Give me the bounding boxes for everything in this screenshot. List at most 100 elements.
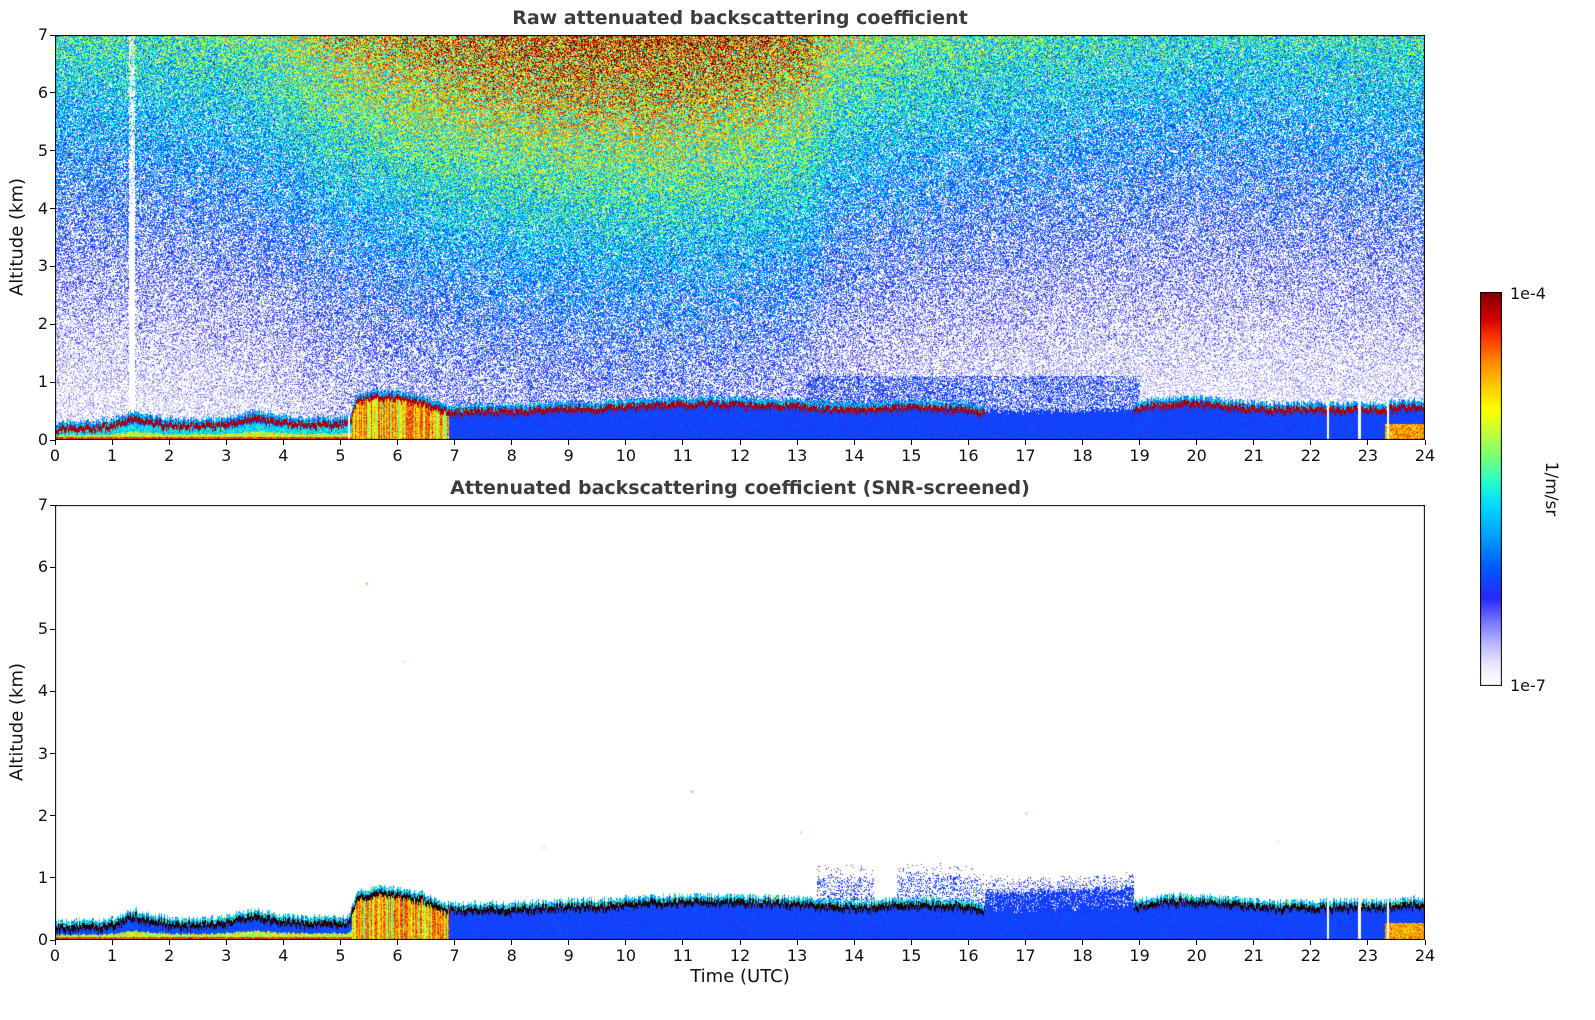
x-tick-label: 23 (1357, 446, 1379, 465)
x-tick-label: 7 (449, 946, 460, 965)
y-tick-mark (50, 323, 55, 325)
x-tick-mark (511, 940, 513, 945)
y-tick-label: 6 (37, 82, 48, 102)
y-tick-mark (50, 381, 55, 383)
x-tick-mark (397, 940, 398, 945)
x-tick-label: 2 (164, 446, 175, 465)
y-tick-label: 3 (37, 256, 48, 276)
x-tick-label: 17 (1015, 446, 1036, 465)
y-tick-mark (50, 208, 55, 210)
x-tick-mark (1253, 940, 1255, 945)
y-tick-mark (50, 939, 55, 941)
x-tick-mark (1196, 440, 1198, 445)
x-tick-mark (910, 940, 912, 945)
x-tick-mark (1139, 440, 1141, 445)
raw-panel-title: Raw attenuated backscattering coefficien… (512, 7, 968, 29)
x-tick-mark (1253, 440, 1255, 445)
y-tick-mark (50, 34, 55, 36)
x-tick-label: 13 (786, 946, 808, 965)
y-tick-mark (50, 504, 55, 506)
x-tick-mark (1367, 940, 1369, 945)
colorbar-min-label: 1e-7 (1510, 676, 1546, 695)
x-tick-label: 12 (729, 946, 751, 965)
screened-panel-title: Attenuated backscattering coefficient (S… (450, 477, 1030, 499)
y-tick-mark (50, 566, 55, 568)
x-tick-label: 15 (901, 946, 922, 965)
raw-backscatter-heatmap (55, 35, 1425, 440)
x-tick-label: 6 (392, 946, 403, 965)
y-tick-label: 3 (37, 743, 48, 763)
x-tick-mark (282, 940, 284, 945)
x-tick-mark (454, 940, 456, 945)
x-tick-label: 21 (1243, 446, 1264, 465)
x-tick-label: 18 (1072, 946, 1093, 965)
x-tick-mark (1424, 940, 1426, 945)
x-tick-mark (168, 940, 170, 945)
x-tick-mark (910, 440, 912, 445)
x-tick-mark (1196, 940, 1198, 945)
x-tick-label: 19 (1129, 446, 1150, 465)
x-tick-label: 0 (49, 946, 61, 965)
y-tick-mark (50, 92, 55, 94)
y-tick-mark (50, 439, 55, 441)
x-tick-label: 10 (615, 946, 636, 965)
x-tick-label: 14 (843, 946, 865, 965)
y-tick-label: 1 (37, 867, 48, 887)
x-tick-label: 20 (1186, 946, 1207, 965)
x-tick-mark (225, 940, 227, 945)
x-tick-label: 18 (1072, 446, 1093, 465)
y-tick-label: 7 (37, 495, 48, 514)
y-tick-label: 1 (37, 372, 48, 392)
y-tick-label: 5 (37, 140, 48, 160)
colorbar-max-label: 1e-4 (1510, 284, 1546, 303)
screened-y-axis-label: Altitude (km) (6, 662, 28, 782)
x-tick-mark (1082, 940, 1083, 945)
x-tick-label: 16 (958, 446, 979, 465)
x-tick-label: 23 (1357, 946, 1379, 965)
x-tick-mark (568, 940, 570, 945)
x-tick-mark (168, 440, 170, 445)
x-tick-mark (1024, 440, 1026, 445)
x-tick-mark (796, 440, 798, 445)
x-tick-mark (397, 440, 398, 445)
x-tick-label: 14 (843, 446, 865, 465)
y-tick-label: 4 (37, 198, 48, 218)
x-tick-mark (625, 440, 627, 445)
x-tick-mark (339, 440, 341, 445)
x-tick-label: 16 (958, 946, 979, 965)
x-tick-mark (511, 440, 513, 445)
x-tick-label: 17 (1015, 946, 1036, 965)
x-tick-label: 5 (335, 946, 346, 965)
x-tick-mark (853, 940, 855, 945)
x-tick-mark (111, 440, 113, 445)
x-tick-mark (739, 940, 741, 945)
x-tick-label: 13 (786, 446, 808, 465)
x-tick-mark (853, 440, 855, 445)
x-tick-label: 4 (278, 446, 289, 465)
raw-y-axis-label: Altitude (km) (6, 177, 28, 297)
y-tick-label: 4 (37, 681, 48, 701)
y-tick-label: 0 (37, 430, 48, 449)
x-tick-mark (568, 440, 570, 445)
x-tick-label: 4 (278, 946, 289, 965)
x-tick-label: 24 (1414, 946, 1436, 965)
x-tick-mark (225, 440, 227, 445)
x-tick-label: 9 (563, 946, 574, 965)
y-tick-label: 2 (37, 314, 48, 334)
x-tick-mark (339, 940, 341, 945)
x-tick-mark (1082, 440, 1083, 445)
x-tick-mark (625, 940, 627, 945)
x-tick-mark (682, 940, 684, 945)
y-tick-mark (50, 628, 55, 630)
x-tick-label: 22 (1300, 446, 1321, 465)
x-tick-label: 10 (615, 446, 636, 465)
x-tick-mark (1024, 940, 1026, 945)
x-tick-label: 20 (1186, 446, 1207, 465)
x-tick-label: 3 (221, 946, 232, 965)
x-tick-label: 21 (1243, 946, 1264, 965)
x-axis-label: Time (UTC) (690, 966, 790, 987)
x-tick-label: 5 (335, 446, 346, 465)
x-tick-label: 9 (563, 446, 574, 465)
x-tick-label: 19 (1129, 946, 1150, 965)
